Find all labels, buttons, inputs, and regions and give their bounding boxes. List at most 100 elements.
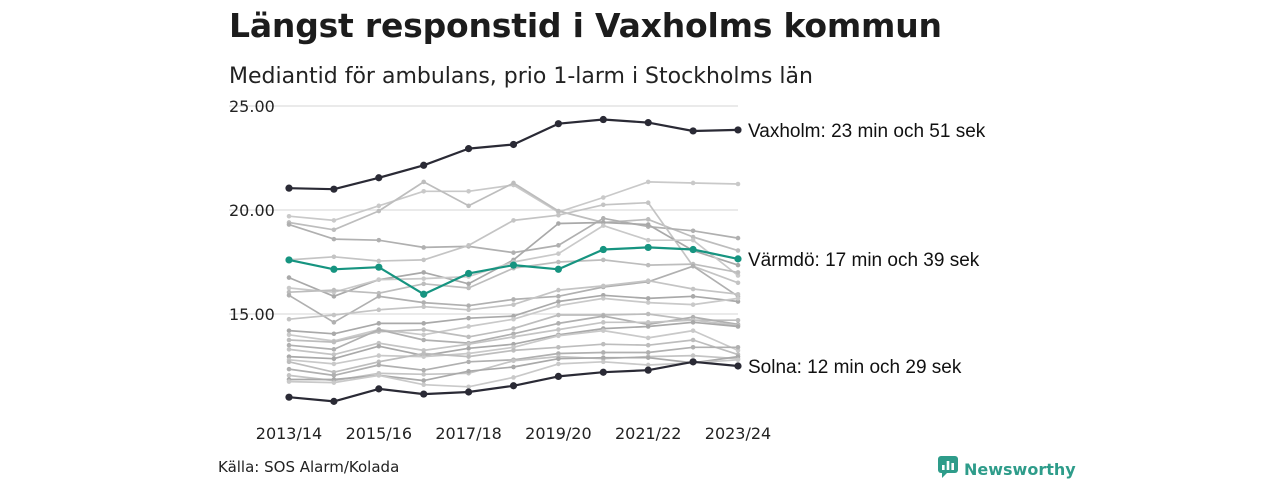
data-point (466, 346, 471, 351)
data-point (601, 202, 606, 208)
data-point (466, 354, 471, 359)
data-point (376, 353, 382, 358)
data-point (421, 332, 427, 338)
background-series-line (286, 179, 741, 253)
data-point (554, 265, 563, 273)
background-series-line (286, 216, 741, 255)
data-point (286, 275, 292, 280)
data-point (645, 300, 651, 305)
data-point (331, 254, 337, 260)
data-point (690, 344, 696, 350)
data-point (376, 208, 382, 214)
data-point (645, 237, 651, 243)
data-point (554, 120, 563, 128)
data-point (645, 355, 651, 360)
data-point (511, 348, 516, 353)
source-note: Källa: SOS Alarm/Kolada (218, 458, 400, 476)
data-point (511, 250, 516, 255)
data-point (376, 321, 382, 326)
data-point (556, 208, 561, 214)
data-point (601, 223, 606, 228)
data-point (599, 115, 607, 124)
data-point (375, 174, 383, 182)
data-point (556, 287, 561, 293)
data-point (331, 339, 337, 345)
data-point (645, 342, 651, 348)
data-point (735, 262, 741, 268)
data-point (690, 328, 696, 333)
background-series-line (286, 320, 741, 362)
data-point (690, 302, 696, 307)
data-point (286, 328, 292, 333)
data-point (601, 296, 606, 301)
data-point (511, 180, 516, 186)
data-point (466, 334, 471, 340)
data-point (330, 397, 338, 405)
data-point (421, 367, 427, 373)
highlighted-series (285, 115, 742, 405)
data-point (645, 324, 651, 329)
series-end-label: Värmdö: 17 min och 39 sek (748, 250, 980, 271)
data-point (644, 119, 652, 127)
data-point (376, 362, 382, 368)
data-point (286, 292, 292, 298)
x-tick-label: 2021/22 (615, 424, 681, 443)
data-point (286, 379, 292, 384)
data-point (511, 218, 516, 223)
data-point (690, 180, 696, 186)
data-point (376, 327, 382, 332)
data-point (376, 294, 382, 299)
data-point (735, 235, 741, 241)
background-series-line (286, 317, 741, 357)
data-point (511, 326, 516, 331)
data-point (644, 366, 652, 374)
data-point (645, 278, 651, 284)
y-axis-tick-labels: 15.00 20.00 25.00 (229, 97, 275, 324)
background-series-line (286, 179, 741, 223)
data-point (286, 366, 292, 372)
data-point (690, 320, 696, 325)
data-point (466, 303, 471, 308)
data-point (286, 347, 292, 352)
data-point (735, 248, 741, 253)
data-point (556, 312, 561, 318)
data-point (601, 328, 606, 333)
data-point (286, 342, 292, 348)
data-point (376, 237, 382, 243)
data-point (734, 255, 742, 263)
x-tick-label: 2017/18 (435, 424, 501, 443)
series-line (287, 118, 740, 191)
data-point (599, 368, 607, 376)
data-point (601, 257, 606, 263)
data-point (511, 334, 516, 340)
brand-logo[interactable]: Newsworthy (938, 456, 1076, 483)
data-point (599, 245, 607, 254)
data-point (420, 290, 428, 298)
background-series-line (286, 328, 741, 367)
data-point (689, 358, 697, 366)
data-point (601, 216, 606, 221)
data-point (689, 127, 697, 135)
data-point (466, 341, 471, 347)
data-point (421, 337, 427, 343)
data-point (465, 388, 473, 396)
data-point (690, 337, 696, 343)
data-point (285, 256, 293, 264)
data-point (466, 285, 471, 291)
data-point (556, 294, 561, 299)
data-point (466, 203, 471, 209)
data-point (375, 263, 383, 271)
data-point (331, 227, 337, 233)
data-point (331, 236, 337, 242)
data-point (466, 368, 471, 374)
data-point (556, 299, 561, 304)
data-point (645, 296, 651, 301)
data-point (556, 212, 561, 218)
background-series (286, 179, 741, 390)
data-point (421, 281, 427, 287)
data-point (511, 297, 516, 302)
data-point (421, 351, 427, 356)
page-title: Längst responstid i Vaxholms kommun (229, 6, 942, 45)
data-point (556, 333, 561, 339)
